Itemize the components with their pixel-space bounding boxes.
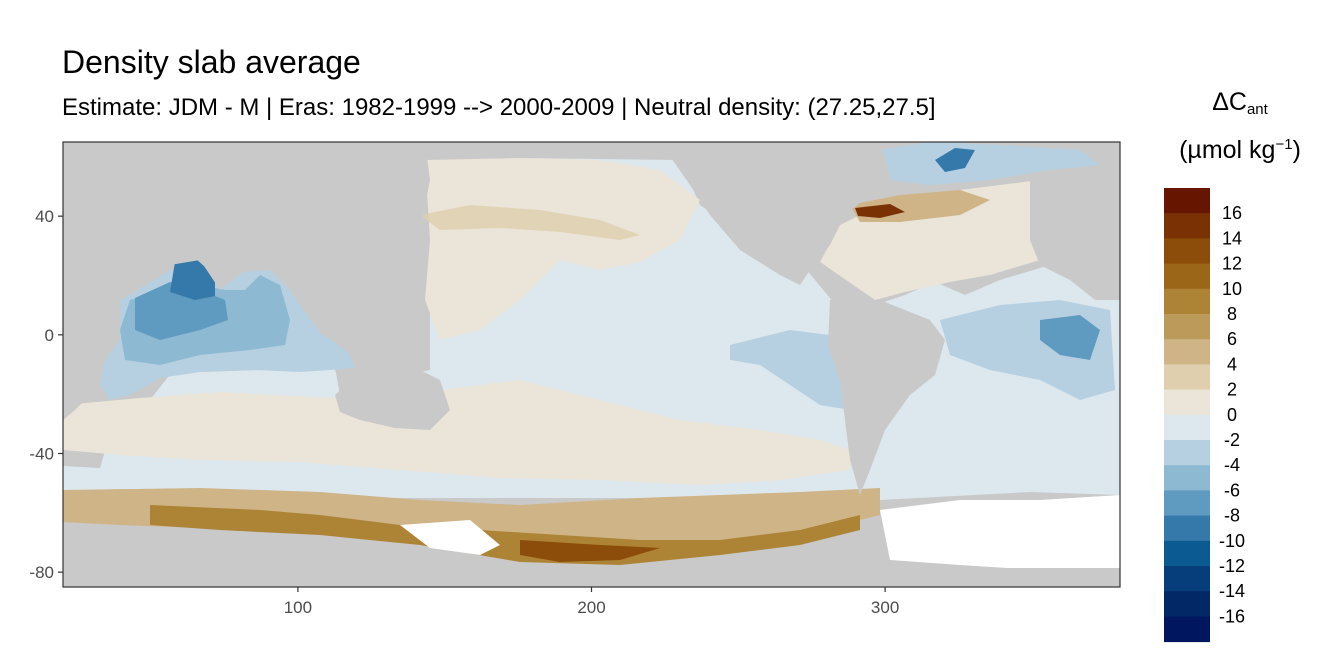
legend-label: 12 [1222, 254, 1242, 274]
legend-label: 14 [1222, 228, 1242, 248]
legend-swatch [1164, 364, 1210, 391]
legend-label: -2 [1224, 430, 1240, 450]
legend-swatch [1164, 540, 1210, 567]
legend-label: 2 [1227, 380, 1237, 400]
legend-swatch [1164, 515, 1210, 542]
subpolar-atlantic [880, 142, 1100, 185]
southern-ocean-core [150, 505, 860, 565]
legend-swatch [1164, 440, 1210, 466]
antarctica-landmass [63, 540, 880, 587]
map-title: Density slab average [62, 44, 361, 80]
legend-label: -12 [1219, 556, 1245, 576]
legend-label: 4 [1227, 354, 1237, 374]
southern-ocean-peak [520, 540, 660, 562]
legend-label: -8 [1224, 506, 1240, 526]
legend-swatch [1164, 616, 1210, 643]
arabian-sea-max [170, 258, 215, 300]
legend-title-text: ΔC [1212, 88, 1247, 116]
y-tick-label: -40 [29, 445, 54, 464]
ross-no-data [400, 520, 500, 555]
legend-swatch [1164, 566, 1210, 592]
legend-swatch [1164, 389, 1210, 416]
legend-label: -4 [1224, 455, 1240, 475]
antarctica-east [880, 568, 1120, 587]
gulf-of-guinea-core [1040, 315, 1100, 360]
y-tick-label: -80 [29, 563, 54, 582]
x-tick-label: 200 [577, 598, 605, 617]
legend-label: 10 [1222, 279, 1242, 299]
europe-africa-east [1030, 160, 1120, 300]
legend-label: -10 [1219, 531, 1245, 551]
north-atlantic-peak [855, 204, 905, 218]
legend-swatch [1164, 465, 1210, 491]
y-tick-label: 40 [35, 207, 54, 226]
greenland-landmass [1110, 142, 1120, 240]
legend-title: ΔCant [1150, 88, 1330, 118]
south-pacific-band [63, 380, 850, 485]
map-panel [63, 142, 1120, 587]
north-pacific-band [420, 205, 640, 240]
legend-swatch [1164, 263, 1210, 290]
legend-label: 0 [1227, 405, 1237, 425]
legend-units-superscript: −1 [1275, 136, 1293, 153]
legend-swatch [1164, 213, 1210, 239]
legend-units-close: ) [1292, 136, 1301, 164]
legend-label: 16 [1222, 203, 1242, 223]
south-america-landmass [828, 300, 945, 495]
pacific-positive-region [425, 158, 700, 340]
legend-swatch [1164, 188, 1210, 214]
legend-units-text: (µmol kg [1179, 136, 1276, 164]
north-america-landmass [660, 142, 890, 285]
legend-swatch [1164, 414, 1210, 441]
x-axis: 100 200 300 [284, 587, 899, 617]
legend-title-subscript: ant [1246, 101, 1268, 118]
landmasses [63, 142, 1120, 587]
legend-swatch [1164, 490, 1210, 517]
legend-label: 6 [1227, 329, 1237, 349]
east-pacific-tongue [730, 330, 850, 410]
maritime-continent [330, 315, 420, 352]
africa-landmass [63, 240, 120, 420]
legend-swatch [1164, 314, 1210, 340]
y-tick-label: 0 [45, 326, 54, 345]
legend-units: (µmol kg−1) [1150, 136, 1330, 165]
australia-landmass [335, 365, 450, 430]
legend-swatch [1164, 591, 1210, 617]
legend-label: -6 [1224, 480, 1240, 500]
legend-label: 8 [1227, 304, 1237, 324]
x-tick-label: 300 [871, 598, 899, 617]
color-legend: 16 14 12 10 8 6 4 2 0 -2 -4 -6 -8 -10 -12 -14 -16 [1164, 188, 1245, 643]
legend-swatch [1164, 288, 1210, 315]
labrador-sea-core [935, 148, 975, 172]
map-subtitle: Estimate: JDM - M | Eras: 1982-1999 --> … [62, 94, 936, 121]
y-axis: 40 0 -40 -80 [29, 207, 63, 582]
x-tick-label: 100 [284, 598, 312, 617]
antarctic-no-data [880, 495, 1120, 570]
legend-swatch [1164, 238, 1210, 265]
legend-label: -16 [1219, 606, 1245, 626]
asia-landmass [63, 142, 430, 320]
legend-swatch [1164, 339, 1210, 365]
legend-label: -14 [1219, 581, 1245, 601]
